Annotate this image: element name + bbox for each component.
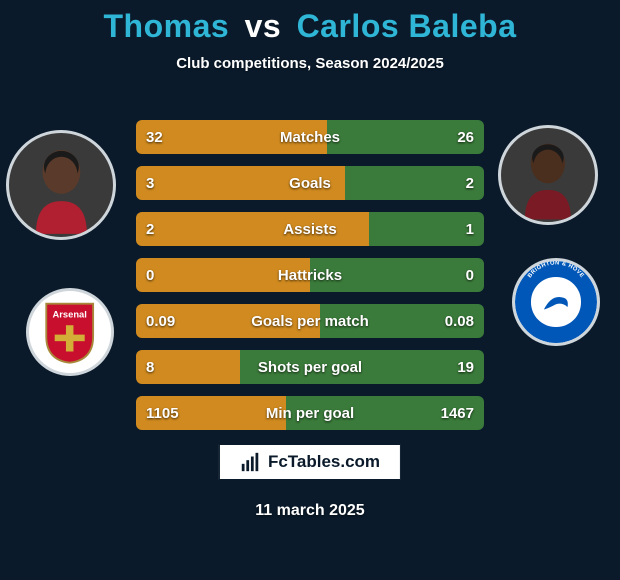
club-left-label: Arsenal	[53, 310, 87, 320]
player-silhouette-icon	[515, 140, 581, 220]
player-avatar-right	[498, 125, 598, 225]
brighton-crest-icon: BRIGHTON & HOVE ALBION	[515, 261, 597, 343]
player-silhouette-icon	[25, 146, 98, 234]
stat-row: 21Assists	[136, 212, 484, 246]
club-badge-right: BRIGHTON & HOVE ALBION	[512, 258, 600, 346]
comparison-subtitle: Club competitions, Season 2024/2025	[0, 55, 620, 72]
stat-label: Goals	[136, 175, 484, 192]
stat-row: 32Goals	[136, 166, 484, 200]
club-badge-left: Arsenal	[26, 288, 114, 376]
source-badge: FcTables.com	[219, 444, 401, 480]
footer-date: 11 march 2025	[0, 502, 620, 520]
stat-label: Hattricks	[136, 267, 484, 284]
svg-text:BRIGHTON & HOVE: BRIGHTON & HOVE	[527, 261, 585, 279]
stat-label: Assists	[136, 221, 484, 238]
stat-label: Shots per goal	[136, 359, 484, 376]
comparison-title: Thomas vs Carlos Baleba	[0, 0, 620, 45]
arsenal-crest-icon: Arsenal	[41, 299, 98, 365]
fctables-logo-icon	[240, 451, 262, 473]
stat-row: 819Shots per goal	[136, 350, 484, 384]
stat-label: Goals per match	[136, 313, 484, 330]
stat-row: 11051467Min per goal	[136, 396, 484, 430]
stat-row: 00Hattricks	[136, 258, 484, 292]
player-avatar-left	[6, 130, 116, 240]
stat-row: 3226Matches	[136, 120, 484, 154]
source-badge-text: FcTables.com	[268, 452, 380, 472]
title-vs: vs	[245, 8, 282, 44]
stats-panel: 3226Matches 32Goals 21Assists 00Hattricks 0.…	[136, 120, 484, 442]
stat-label: Matches	[136, 129, 484, 146]
title-player2: Carlos Baleba	[297, 8, 517, 44]
stat-row: 0.090.08Goals per match	[136, 304, 484, 338]
title-player1: Thomas	[104, 8, 230, 44]
stat-label: Min per goal	[136, 405, 484, 422]
